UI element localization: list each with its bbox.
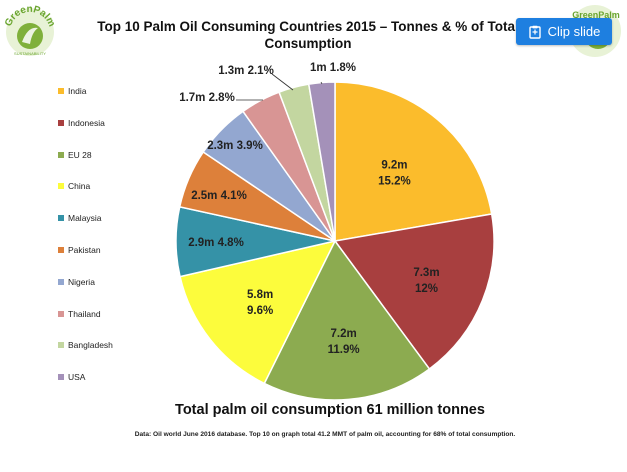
legend-item: EU 28 xyxy=(58,150,92,160)
label-leader-line xyxy=(271,73,294,91)
clip-slide-button[interactable]: Clip slide xyxy=(516,18,612,45)
data-source-footnote: Data: Oil world June 2016 database. Top … xyxy=(134,431,516,438)
legend-item: Nigeria xyxy=(58,277,95,287)
slice-label: 1m 1.8% xyxy=(310,62,356,74)
greenpalm-logo: GreenPalm SUSTAINABILITY xyxy=(3,4,57,56)
clip-slide-label: Clip slide xyxy=(547,24,601,39)
legend-item: Indonesia xyxy=(58,118,105,128)
legend-swatch xyxy=(58,278,64,285)
legend-swatch xyxy=(58,88,64,94)
legend-label: India xyxy=(68,86,87,96)
svg-text:SUSTAINABILITY: SUSTAINABILITY xyxy=(14,51,46,56)
legend-label: China xyxy=(68,181,91,192)
legend-label: Indonesia xyxy=(68,117,105,128)
pie-slice xyxy=(263,239,431,401)
legend-label: Thailand xyxy=(68,308,101,319)
slice-label: 2.5m 4.1% xyxy=(191,190,247,202)
pie-slice xyxy=(202,110,336,242)
pie-slice xyxy=(307,81,336,242)
pie-slice xyxy=(334,81,493,242)
slice-value-label: 9.2m xyxy=(381,159,407,171)
legend-item: USA xyxy=(58,372,85,382)
slice-value-label: 5.8m xyxy=(247,289,273,301)
legend-item: China xyxy=(58,181,90,191)
total-consumption-text: Total palm oil consumption 61 million to… xyxy=(175,402,485,418)
slice-percent-label: 15.2% xyxy=(378,175,411,187)
pie-slice xyxy=(333,213,495,370)
legend-label: Nigeria xyxy=(68,276,95,287)
legend-item: Malaysia xyxy=(58,213,102,223)
slice-label: 1.3m 2.1% xyxy=(218,65,274,77)
legend-swatch xyxy=(58,215,64,222)
slice-percent-label: 12% xyxy=(415,283,438,295)
slice-percent-label: 9.6% xyxy=(247,305,273,317)
slice-percent-label: 11.9% xyxy=(328,344,360,356)
legend-swatch xyxy=(58,151,64,158)
legend-swatch xyxy=(58,183,64,190)
legend-item: Bangladesh xyxy=(58,340,113,350)
pie-slice xyxy=(241,91,336,242)
pie-slice xyxy=(175,205,336,278)
label-leader-line xyxy=(320,81,323,85)
legend-item: Pakistan xyxy=(58,245,101,255)
chart-title-line2: Consumption xyxy=(264,36,352,51)
legend-swatch xyxy=(58,119,64,126)
pie-slice xyxy=(179,239,337,385)
slice-value-label: 7.2m xyxy=(331,328,357,340)
legend-label: Pakistan xyxy=(68,245,101,255)
svg-text:GreenPalm: GreenPalm xyxy=(572,10,620,20)
legend-item: Thailand xyxy=(58,309,101,319)
legend-swatch xyxy=(58,247,64,253)
chart-title: Top 10 Palm Oil Consuming Countries 2015… xyxy=(88,18,528,52)
slice-label: 2.3m 3.9% xyxy=(207,140,263,152)
legend-label: Bangladesh xyxy=(68,340,113,351)
pie-slice xyxy=(178,150,336,242)
legend-swatch xyxy=(58,310,64,317)
chart-title-line1: Top 10 Palm Oil Consuming Countries 2015… xyxy=(97,19,519,34)
slice-label: 2.9m 4.8% xyxy=(188,237,244,249)
legend-swatch xyxy=(58,374,64,381)
clipboard-icon xyxy=(528,25,541,39)
slice-value-label: 7.3m xyxy=(413,267,439,279)
slice-label: 1.7m 2.8% xyxy=(179,92,235,104)
legend-item: India xyxy=(58,86,86,96)
legend-label: EU 28 xyxy=(68,149,92,160)
legend-label: USA xyxy=(68,372,86,383)
pie-slice xyxy=(278,83,336,242)
legend-swatch xyxy=(58,342,64,349)
legend-label: Malaysia xyxy=(68,213,102,224)
